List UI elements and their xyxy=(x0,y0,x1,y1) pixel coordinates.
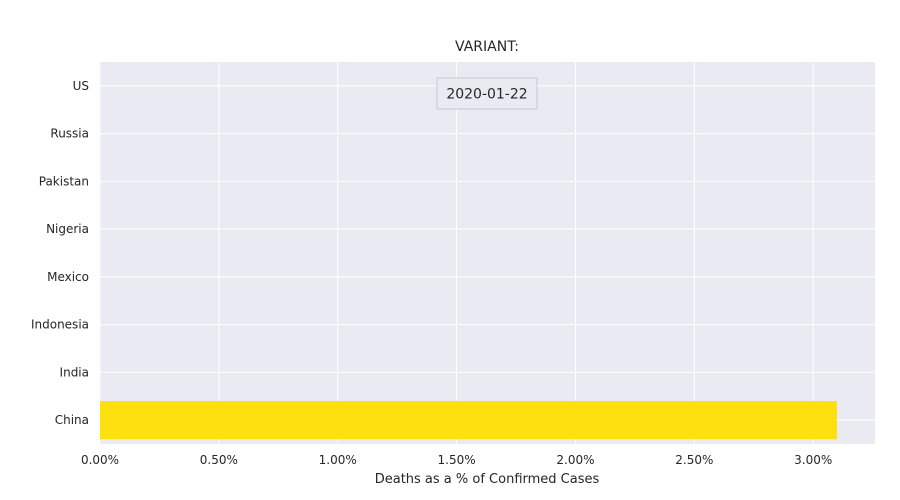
bar-china xyxy=(100,401,837,440)
date-label: 2020-01-22 xyxy=(446,87,527,103)
x-tick-label: 1.50% xyxy=(438,453,476,467)
x-tick-label: 3.00% xyxy=(794,453,832,467)
x-tick-label: 2.50% xyxy=(675,453,713,467)
grid-lines xyxy=(99,62,875,444)
y-tick-labels: China India Indonesia Mexico Nigeria Pakistan… xyxy=(31,79,89,427)
chart-title: VARIANT: xyxy=(455,39,519,55)
x-tick-labels: 0.00% 0.50% 1.00% 1.50% 2.00% 2.50% 3.00% xyxy=(81,453,832,467)
bars xyxy=(100,401,837,440)
y-tick-label: Mexico xyxy=(47,270,89,284)
x-tick-label: 0.50% xyxy=(200,453,238,467)
y-tick-label: India xyxy=(60,365,89,379)
y-tick-label: US xyxy=(73,79,89,93)
y-tick-label: China xyxy=(55,413,89,427)
date-box: 2020-01-22 xyxy=(436,77,538,110)
y-tick-label: Indonesia xyxy=(31,318,89,332)
y-tick-label: Nigeria xyxy=(46,222,89,236)
plot-area xyxy=(100,62,875,444)
x-tick-label: 1.00% xyxy=(319,453,357,467)
x-tick-label: 0.00% xyxy=(81,453,119,467)
x-axis-label: Deaths as a % of Confirmed Cases xyxy=(375,472,600,487)
x-tick-label: 2.00% xyxy=(556,453,594,467)
y-tick-label: Pakistan xyxy=(39,174,89,188)
y-tick-label: Russia xyxy=(50,127,89,141)
date-box-frame xyxy=(436,77,538,110)
